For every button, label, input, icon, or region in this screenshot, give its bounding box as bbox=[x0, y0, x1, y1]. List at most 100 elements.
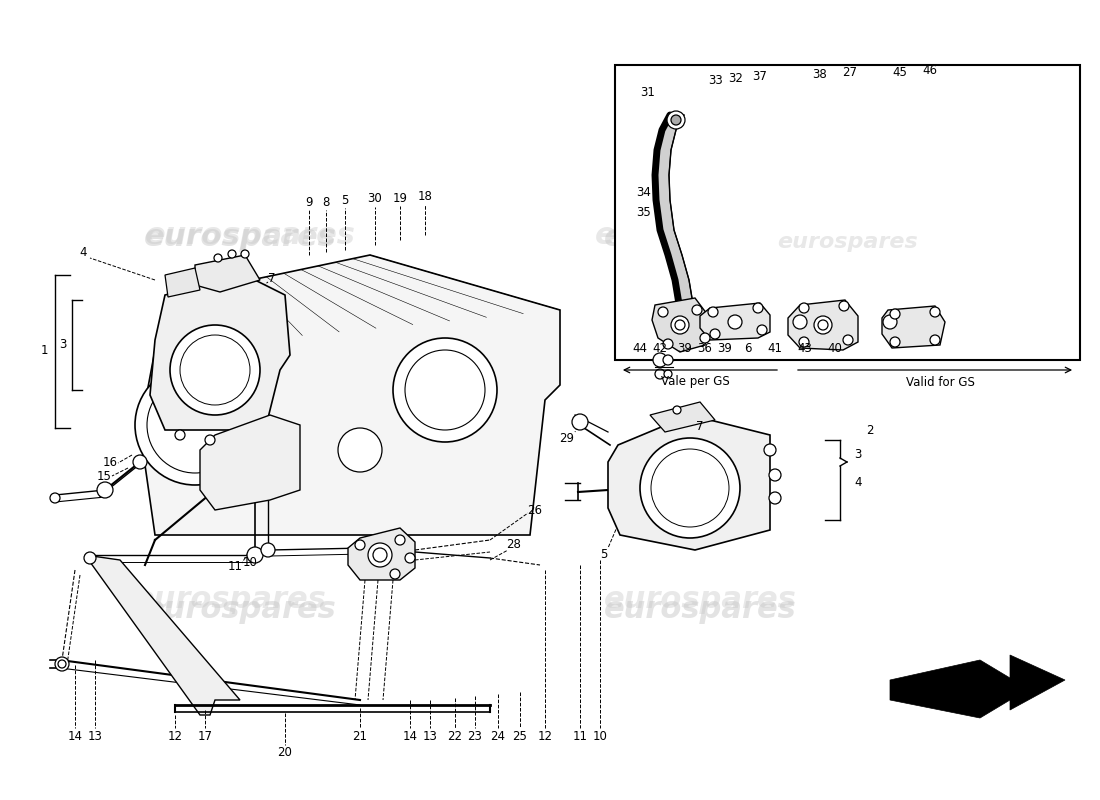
Circle shape bbox=[658, 307, 668, 317]
Circle shape bbox=[814, 316, 832, 334]
Text: eurospares: eurospares bbox=[604, 586, 796, 614]
Polygon shape bbox=[788, 300, 858, 350]
Circle shape bbox=[692, 305, 702, 315]
Circle shape bbox=[710, 329, 720, 339]
Text: 22: 22 bbox=[448, 730, 462, 743]
Text: 27: 27 bbox=[843, 66, 858, 79]
FancyBboxPatch shape bbox=[615, 65, 1080, 360]
Circle shape bbox=[390, 569, 400, 579]
Circle shape bbox=[147, 377, 243, 473]
Circle shape bbox=[654, 369, 666, 379]
Polygon shape bbox=[140, 255, 560, 535]
Circle shape bbox=[700, 333, 710, 343]
Circle shape bbox=[663, 339, 673, 349]
Text: 2: 2 bbox=[867, 423, 873, 437]
Text: 7: 7 bbox=[268, 271, 276, 285]
Polygon shape bbox=[650, 402, 715, 432]
Text: 14: 14 bbox=[403, 730, 418, 743]
Polygon shape bbox=[165, 268, 200, 297]
Circle shape bbox=[769, 469, 781, 481]
Polygon shape bbox=[150, 275, 290, 430]
Text: 10: 10 bbox=[593, 730, 607, 743]
Text: 20: 20 bbox=[277, 746, 293, 759]
Polygon shape bbox=[348, 528, 415, 580]
Circle shape bbox=[675, 320, 685, 330]
Text: 3: 3 bbox=[855, 449, 861, 462]
Circle shape bbox=[228, 250, 236, 258]
Text: Vale per GS: Vale per GS bbox=[661, 375, 729, 389]
Text: eurospcares: eurospcares bbox=[595, 221, 805, 250]
Text: 46: 46 bbox=[923, 65, 937, 78]
Circle shape bbox=[405, 553, 415, 563]
Circle shape bbox=[338, 428, 382, 472]
Circle shape bbox=[133, 455, 147, 469]
Polygon shape bbox=[85, 555, 240, 715]
Circle shape bbox=[55, 657, 69, 671]
Circle shape bbox=[757, 325, 767, 335]
Polygon shape bbox=[654, 115, 694, 310]
Circle shape bbox=[883, 315, 896, 329]
Text: 28: 28 bbox=[507, 538, 521, 551]
Circle shape bbox=[205, 435, 214, 445]
Circle shape bbox=[640, 438, 740, 538]
Polygon shape bbox=[882, 306, 945, 348]
Text: 40: 40 bbox=[827, 342, 843, 354]
Text: 6: 6 bbox=[745, 342, 751, 354]
Text: 36: 36 bbox=[697, 342, 713, 354]
Text: 10: 10 bbox=[243, 555, 257, 569]
Circle shape bbox=[754, 303, 763, 313]
Circle shape bbox=[667, 111, 685, 129]
Circle shape bbox=[890, 309, 900, 319]
Text: 29: 29 bbox=[560, 431, 574, 445]
Text: 38: 38 bbox=[813, 69, 827, 82]
Text: 13: 13 bbox=[88, 730, 102, 743]
Circle shape bbox=[843, 335, 852, 345]
Text: 26: 26 bbox=[528, 503, 542, 517]
Text: eurospares: eurospares bbox=[604, 223, 796, 253]
Circle shape bbox=[673, 406, 681, 414]
Text: 45: 45 bbox=[892, 66, 907, 78]
Text: 31: 31 bbox=[640, 86, 656, 98]
Circle shape bbox=[651, 449, 729, 527]
Circle shape bbox=[395, 535, 405, 545]
Circle shape bbox=[373, 548, 387, 562]
Text: 17: 17 bbox=[198, 730, 212, 743]
Text: 7: 7 bbox=[696, 419, 704, 433]
Text: 21: 21 bbox=[352, 730, 367, 743]
Text: 11: 11 bbox=[228, 561, 242, 574]
Text: 15: 15 bbox=[97, 470, 111, 482]
Circle shape bbox=[663, 355, 673, 365]
Circle shape bbox=[261, 543, 275, 557]
Circle shape bbox=[84, 552, 96, 564]
Text: eurospcares: eurospcares bbox=[144, 221, 355, 250]
Text: eurospares: eurospares bbox=[133, 586, 327, 614]
Text: 41: 41 bbox=[768, 342, 782, 354]
Polygon shape bbox=[652, 298, 710, 352]
Polygon shape bbox=[1010, 655, 1065, 710]
Polygon shape bbox=[890, 660, 1010, 718]
Circle shape bbox=[793, 315, 807, 329]
Text: 39: 39 bbox=[678, 342, 692, 354]
Text: 18: 18 bbox=[418, 190, 432, 203]
Text: eurospares: eurospares bbox=[144, 223, 337, 253]
Circle shape bbox=[664, 370, 672, 378]
Circle shape bbox=[248, 547, 263, 563]
Circle shape bbox=[214, 254, 222, 262]
Circle shape bbox=[671, 316, 689, 334]
Circle shape bbox=[405, 350, 485, 430]
Circle shape bbox=[799, 337, 808, 347]
Text: 33: 33 bbox=[708, 74, 724, 86]
Text: eurospares: eurospares bbox=[777, 233, 917, 253]
Text: 42: 42 bbox=[652, 342, 668, 354]
Circle shape bbox=[241, 250, 249, 258]
Text: 3: 3 bbox=[59, 338, 67, 351]
Circle shape bbox=[769, 492, 781, 504]
Text: 5: 5 bbox=[601, 549, 607, 562]
Text: 5: 5 bbox=[341, 194, 349, 206]
Circle shape bbox=[799, 303, 808, 313]
Text: 43: 43 bbox=[798, 342, 813, 354]
Polygon shape bbox=[700, 303, 770, 340]
Circle shape bbox=[50, 493, 60, 503]
Circle shape bbox=[818, 320, 828, 330]
Text: 9: 9 bbox=[306, 195, 312, 209]
